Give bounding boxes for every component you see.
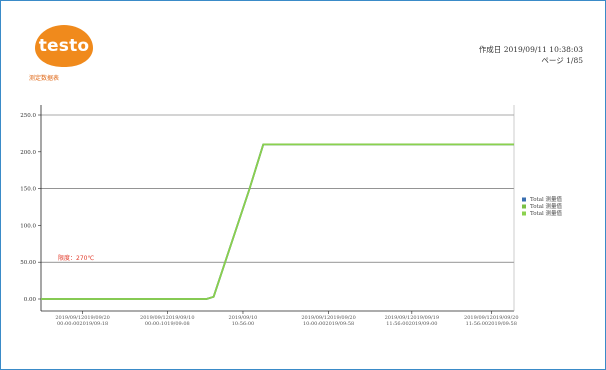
series-lines [41, 143, 514, 300]
series-line [41, 143, 514, 300]
x-tick-label: 2019/09/12019/09/20 [55, 315, 109, 321]
x-tick-label: 11:56:002019/09:58 [466, 321, 517, 327]
x-tick-label: 10:56:00 [232, 321, 254, 327]
legend-swatch [522, 204, 526, 209]
report-date: 作成日 2019/09/11 10:38:03 [478, 45, 583, 54]
grid-lines [41, 114, 514, 263]
x-tick-label: 2019/09/12019/09/10 [140, 315, 194, 321]
y-tick-label: 0.00 [24, 297, 37, 303]
series-line [41, 143, 514, 300]
page-number: ページ 1/85 [541, 56, 583, 65]
y-tick-label: 100.0 [20, 223, 36, 229]
logo-text: testo [38, 36, 90, 56]
x-tick-labels: 2019/09/12019/09/2000:00:002019/09:18201… [55, 311, 519, 327]
legend-label: Total 测量值 [530, 202, 563, 210]
legend-label: Total 测量值 [530, 209, 563, 217]
legend-label: Total 测量值 [530, 195, 563, 203]
x-tick-label: 2019/09/12019/09/19 [385, 315, 439, 321]
legend-swatch [522, 211, 526, 216]
y-tick-label: 200.0 [20, 150, 36, 156]
testo-logo: testo [35, 25, 93, 67]
legend-swatch [522, 197, 526, 202]
x-tick-label: 00:00:1019/09:08 [145, 321, 190, 327]
x-tick-label: 2019/09/12019/09/20 [301, 315, 355, 321]
chart-axes [40, 105, 515, 312]
x-tick-label: 2019/09/12019/09/20 [464, 315, 518, 321]
x-tick-label: 11:56:002019/09:00 [386, 321, 437, 327]
x-tick-label: 10:00:002019/09:58 [303, 321, 354, 327]
y-tick-label: 50.00 [20, 260, 36, 266]
report-label: 测定数据表 [29, 75, 60, 82]
y-tick-labels: 250.0 200.0 150.0 100.0 50.00 0.00 [20, 113, 41, 303]
x-tick-label: 2019/09/10 [229, 315, 258, 321]
limit-annotation: 限度：270℃ [58, 254, 94, 262]
y-tick-label: 150.0 [20, 187, 36, 193]
y-tick-label: 250.0 [20, 113, 36, 119]
x-tick-label: 00:00:002019/09:18 [57, 321, 108, 327]
series-line [41, 143, 514, 300]
